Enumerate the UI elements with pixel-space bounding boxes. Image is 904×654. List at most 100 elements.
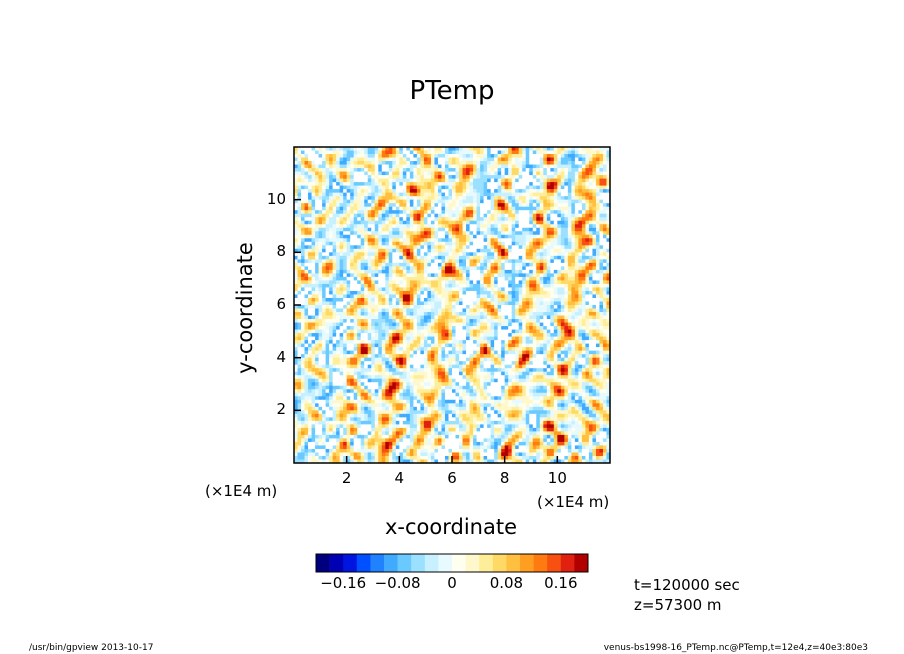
heatmap-cell — [392, 241, 397, 246]
heatmap-cell — [518, 297, 523, 303]
heatmap-cell — [346, 276, 351, 282]
heatmap-cell — [427, 269, 432, 274]
heatmap-cell — [346, 150, 351, 155]
heatmap-cell — [452, 283, 457, 289]
heatmap-cell — [311, 206, 316, 211]
heatmap-cell — [423, 147, 429, 152]
heatmap-cell — [448, 336, 453, 341]
heatmap-cell — [536, 199, 541, 204]
heatmap-cell — [315, 280, 320, 285]
heatmap-cell — [518, 164, 523, 169]
heatmap-cell — [301, 168, 306, 173]
heatmap-cell — [339, 154, 344, 159]
heatmap-cell — [515, 168, 520, 173]
heatmap-cell — [494, 248, 499, 253]
heatmap-cell — [578, 245, 583, 250]
heatmap-cell — [343, 192, 348, 197]
heatmap-cell — [494, 161, 499, 166]
heatmap-cell — [367, 161, 372, 166]
heatmap-cell — [406, 217, 411, 222]
heatmap-cell — [476, 336, 481, 341]
heatmap-cell — [434, 231, 439, 236]
heatmap-cell — [585, 333, 590, 338]
heatmap-cell — [466, 227, 471, 232]
heatmap-cell — [487, 150, 492, 155]
heatmap-cell — [332, 206, 337, 211]
heatmap-cell — [430, 224, 436, 229]
heatmap-cell — [329, 333, 334, 338]
heatmap-cell — [497, 322, 502, 327]
heatmap-cell — [437, 161, 443, 166]
heatmap-cell — [606, 248, 611, 253]
heatmap-cell — [529, 312, 534, 317]
heatmap-cell — [364, 227, 369, 232]
heatmap-cell — [353, 175, 358, 180]
heatmap-cell — [508, 203, 513, 208]
heatmap-cell — [560, 322, 565, 327]
heatmap-cell — [564, 175, 569, 180]
heatmap-cell — [557, 154, 562, 159]
heatmap-cell — [494, 147, 499, 152]
heatmap-cell — [469, 185, 474, 190]
heatmap-cell — [585, 157, 590, 162]
heatmap-cell — [413, 231, 418, 236]
heatmap-cell — [560, 326, 565, 331]
heatmap-cell — [578, 269, 583, 274]
heatmap-cell — [304, 213, 309, 218]
heatmap-cell — [308, 147, 313, 152]
heatmap-cell — [402, 161, 407, 166]
heatmap-cell — [448, 266, 453, 271]
heatmap-cell — [578, 185, 583, 190]
heatmap-cell — [301, 220, 306, 225]
heatmap-cell — [444, 178, 450, 183]
heatmap-cell — [308, 241, 313, 246]
heatmap-cell — [518, 312, 523, 317]
heatmap-cell — [388, 220, 393, 225]
heatmap-cell — [466, 269, 471, 274]
heatmap-cell — [420, 168, 425, 173]
heatmap-cell — [578, 175, 583, 180]
heatmap-cell — [406, 262, 411, 267]
heatmap-cell — [332, 266, 337, 271]
heatmap-cell — [602, 262, 608, 267]
heatmap-cell — [367, 322, 372, 327]
heatmap-cell — [588, 217, 594, 222]
heatmap-cell — [553, 252, 558, 257]
heatmap-cell — [437, 157, 443, 162]
heatmap-cell — [567, 206, 572, 211]
heatmap-cell — [360, 255, 365, 260]
heatmap-cell — [515, 164, 520, 169]
heatmap-cell — [322, 290, 327, 296]
heatmap-cell — [343, 147, 348, 152]
heatmap-cell — [395, 308, 400, 313]
heatmap-cell — [574, 305, 579, 310]
heatmap-cell — [546, 287, 551, 292]
heatmap-cell — [332, 283, 337, 289]
heatmap-cell — [385, 329, 390, 334]
heatmap-cell — [560, 276, 565, 282]
heatmap-cell — [595, 206, 601, 211]
heatmap-cell — [350, 189, 355, 194]
heatmap-cell — [378, 217, 383, 222]
heatmap-cell — [602, 210, 608, 215]
heatmap-cell — [388, 224, 393, 229]
heatmap-cell — [497, 287, 502, 292]
heatmap-cell — [578, 241, 583, 246]
heatmap-cell — [346, 329, 351, 334]
heatmap-cell — [336, 213, 341, 218]
heatmap-cell — [385, 154, 390, 159]
heatmap-cell — [322, 262, 327, 267]
heatmap-cell — [532, 178, 537, 183]
heatmap-cell — [508, 315, 513, 320]
heatmap-cell — [388, 294, 393, 299]
heatmap-cell — [543, 199, 548, 204]
heatmap-cell — [399, 280, 404, 285]
heatmap-cell — [367, 196, 372, 201]
heatmap-cell — [325, 315, 330, 320]
heatmap-cell — [350, 259, 355, 264]
heatmap-cell — [444, 252, 450, 257]
heatmap-cell — [388, 336, 393, 341]
heatmap-cell — [483, 315, 488, 320]
heatmap-cell — [311, 150, 316, 155]
heatmap-cell — [360, 340, 365, 345]
